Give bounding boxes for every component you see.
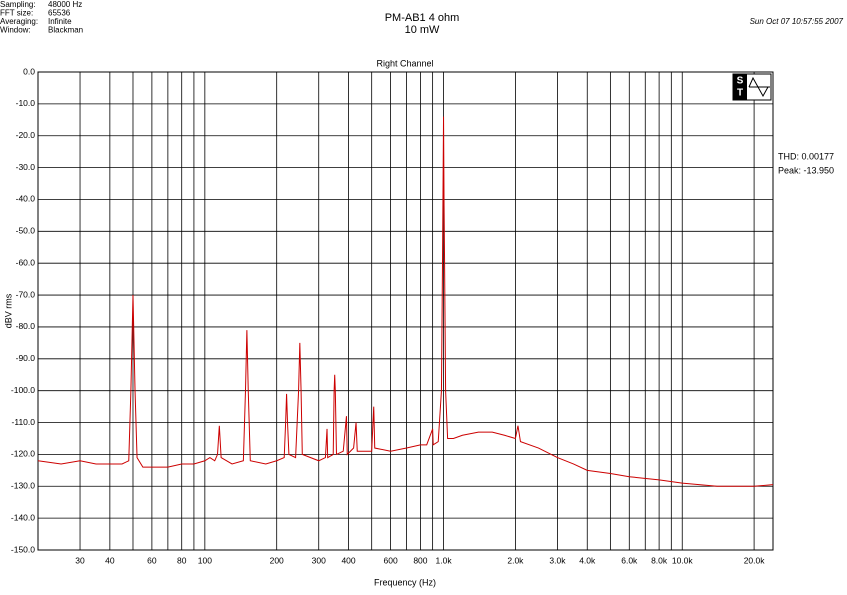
x-tick-label: 300 bbox=[312, 555, 326, 565]
logo-letter: T bbox=[737, 88, 743, 99]
x-tick-label: 8.0k bbox=[651, 555, 668, 565]
y-tick-label: -140.0 bbox=[11, 512, 35, 522]
info-value: Infinite bbox=[48, 17, 72, 26]
y-tick-label: -70.0 bbox=[16, 289, 36, 299]
x-axis-label: Frequency (Hz) bbox=[374, 577, 436, 587]
chart-subtitle: 10 mW bbox=[405, 24, 440, 36]
y-tick-label: -80.0 bbox=[16, 321, 36, 331]
x-tick-label: 600 bbox=[383, 555, 397, 565]
info-value: 65536 bbox=[48, 9, 71, 18]
x-tick-label: 4.0k bbox=[579, 555, 596, 565]
annotation: Peak: -13.950 bbox=[778, 165, 834, 175]
logo-wave bbox=[748, 76, 770, 98]
x-tick-label: 200 bbox=[270, 555, 284, 565]
y-tick-label: -10.0 bbox=[16, 98, 36, 108]
info-label: Averaging: bbox=[0, 17, 38, 26]
y-tick-label: -30.0 bbox=[16, 162, 36, 172]
chart-title: PM-AB1 4 ohm bbox=[385, 12, 460, 24]
x-tick-label: 800 bbox=[413, 555, 427, 565]
y-tick-label: -150.0 bbox=[11, 544, 35, 554]
y-tick-label: -90.0 bbox=[16, 353, 36, 363]
y-tick-label: -40.0 bbox=[16, 194, 36, 204]
info-label: FFT size: bbox=[0, 9, 33, 18]
x-tick-label: 1.0k bbox=[436, 555, 453, 565]
y-tick-label: -50.0 bbox=[16, 226, 36, 236]
info-label: Window: bbox=[0, 26, 31, 35]
logo-block bbox=[733, 74, 747, 100]
x-tick-label: 3.0k bbox=[549, 555, 566, 565]
y-tick-label: -120.0 bbox=[11, 449, 35, 459]
y-tick-label: -130.0 bbox=[11, 481, 35, 491]
y-tick-label: -20.0 bbox=[16, 130, 36, 140]
y-tick-label: 0.0 bbox=[23, 66, 35, 76]
y-tick-label: -100.0 bbox=[11, 385, 35, 395]
timestamp: Sun Oct 07 10:57:55 2007 bbox=[750, 17, 844, 26]
y-tick-label: -110.0 bbox=[12, 417, 36, 427]
x-tick-label: 10.0k bbox=[672, 555, 694, 565]
x-tick-label: 100 bbox=[198, 555, 212, 565]
plot-frame bbox=[37, 71, 774, 551]
x-tick-label: 6.0k bbox=[621, 555, 638, 565]
y-axis-label: dBV rms bbox=[3, 293, 13, 328]
logo: S T bbox=[732, 73, 772, 101]
info-value: Blackman bbox=[48, 26, 83, 35]
logo-letter: S bbox=[737, 76, 744, 87]
spectrum-line bbox=[37, 116, 774, 487]
x-tick-label: 60 bbox=[147, 555, 157, 565]
x-tick-label: 80 bbox=[177, 555, 187, 565]
info-label: Sampling: bbox=[0, 0, 36, 9]
x-tick-label: 400 bbox=[341, 555, 355, 565]
x-tick-label: 20.0k bbox=[744, 555, 766, 565]
x-tick-label: 2.0k bbox=[507, 555, 524, 565]
x-tick-label: 40 bbox=[105, 555, 115, 565]
info-value: 48000 Hz bbox=[48, 0, 82, 9]
plot-title: Right Channel bbox=[376, 58, 433, 68]
x-tick-label: 30 bbox=[75, 555, 85, 565]
annotation: THD: 0.00177 bbox=[778, 151, 834, 161]
y-tick-label: -60.0 bbox=[16, 257, 36, 267]
